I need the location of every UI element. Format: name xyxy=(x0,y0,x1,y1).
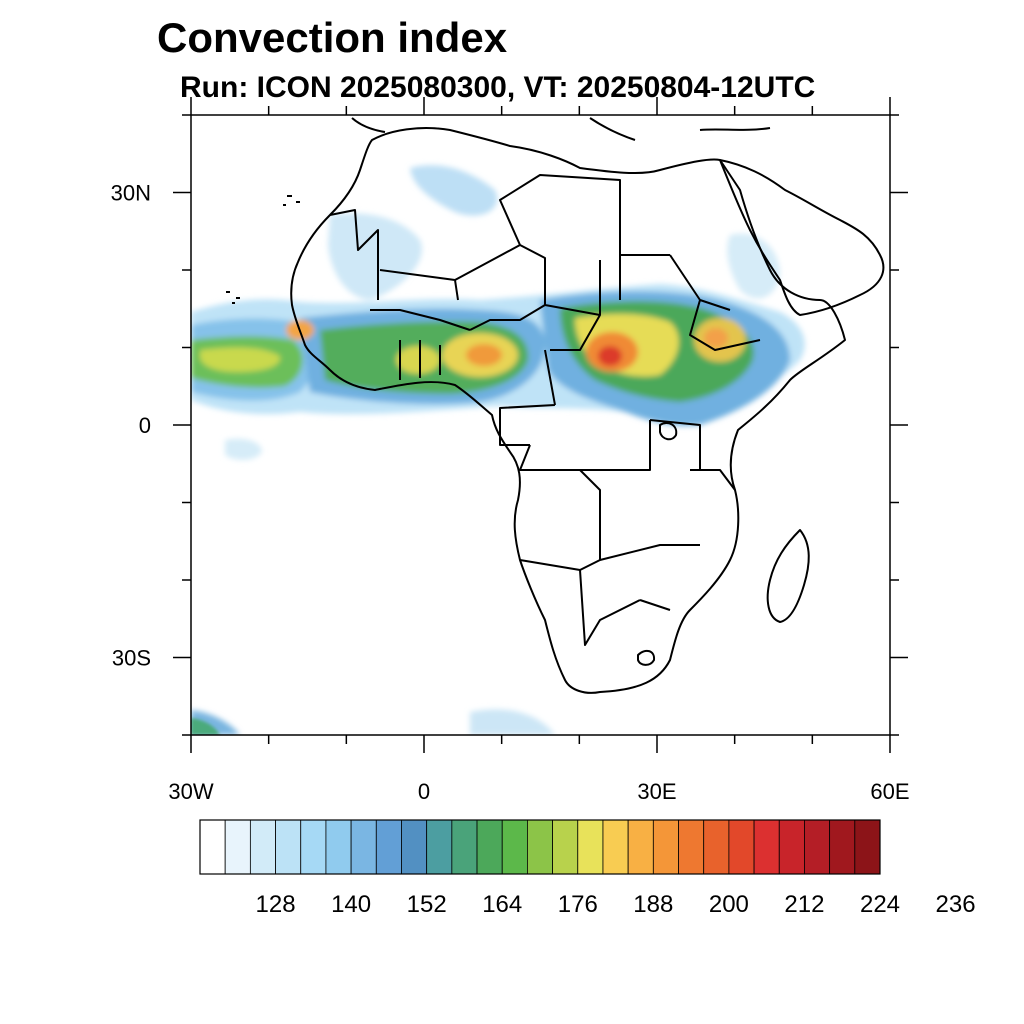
chart-title: Convection index xyxy=(157,14,508,61)
cape-verde xyxy=(226,291,240,304)
colorbar-swatch xyxy=(501,819,528,875)
colorbar-swatch xyxy=(476,819,503,875)
field-atlantic-yellow xyxy=(200,347,281,372)
colorbar-swatch xyxy=(426,819,453,875)
colorbar-label: 236 xyxy=(936,891,976,918)
chart-subtitle: Run: ICON 2025080300, VT: 20250804-12UTC xyxy=(180,71,816,104)
colorbar-swatch xyxy=(854,819,881,875)
coastlines xyxy=(226,117,885,694)
colorbar-swatch xyxy=(224,819,251,875)
colorbar-swatch xyxy=(199,819,226,875)
colorbar-swatch xyxy=(325,819,352,875)
field-sahara-streak xyxy=(328,213,422,300)
colorbar-swatch xyxy=(577,819,604,875)
colorbar-label: 152 xyxy=(407,891,447,918)
field-north-streak xyxy=(410,165,498,216)
colorbar-swatch xyxy=(375,819,402,875)
colorbar-swatch xyxy=(350,819,377,875)
arabia-coastline xyxy=(719,159,885,316)
convection-field xyxy=(191,165,805,735)
colorbar-swatch xyxy=(602,819,629,875)
colorbar xyxy=(199,819,881,875)
lon-tick-label: 30E xyxy=(637,779,676,804)
africa-coastline xyxy=(290,127,846,694)
lon-tick-label: 30W xyxy=(168,779,213,804)
colorbar-label: 164 xyxy=(482,891,522,918)
field-core-ghana xyxy=(396,346,440,374)
europe-coast xyxy=(351,117,771,141)
colorbar-label: 200 xyxy=(709,891,749,918)
colorbar-swatch xyxy=(627,819,654,875)
lat-tick-label: 30S xyxy=(112,646,151,671)
country-borders xyxy=(329,174,761,646)
colorbar-labels: 128 140 152 164 176 188 200 212 224 236 xyxy=(256,891,976,918)
lesotho xyxy=(637,649,656,666)
field-arabia xyxy=(727,233,780,299)
lat-tick-label: 0 xyxy=(139,413,151,438)
canary-islands xyxy=(283,195,300,206)
lat-tick-label: 30N xyxy=(111,181,151,206)
colorbar-swatch xyxy=(778,819,805,875)
colorbar-swatch xyxy=(552,819,579,875)
colorbar-swatch xyxy=(527,819,553,875)
field-sw-green xyxy=(191,718,220,735)
colorbar-swatch xyxy=(249,819,276,875)
colorbar-label: 188 xyxy=(633,891,673,918)
colorbar-swatch xyxy=(652,819,679,875)
field-south-atlantic xyxy=(470,709,555,735)
axis-tick-labels: 30W 0 30E 60E 30N 0 30S xyxy=(111,181,910,805)
field-core-nigeria-inner xyxy=(466,344,502,366)
colorbar-swatch xyxy=(753,819,780,875)
colorbar-swatch xyxy=(451,819,478,875)
map-frame xyxy=(190,114,891,736)
colorbar-label: 140 xyxy=(331,891,371,918)
colorbar-swatch xyxy=(703,819,730,875)
colorbar-swatch xyxy=(401,819,428,875)
field-mid-atlantic xyxy=(225,438,262,460)
colorbar-swatch xyxy=(300,819,327,875)
lon-tick-label: 0 xyxy=(418,779,430,804)
colorbar-label: 224 xyxy=(860,891,900,918)
field-core-ethiopia-inner xyxy=(704,328,728,348)
field-core-central-red xyxy=(598,346,622,366)
madagascar-coastline xyxy=(766,529,810,623)
colorbar-swatch xyxy=(728,819,755,875)
colorbar-label: 212 xyxy=(784,891,824,918)
lon-tick-label: 60E xyxy=(870,779,909,804)
colorbar-swatch xyxy=(804,819,831,875)
axis-ticks xyxy=(173,97,908,753)
colorbar-label: 128 xyxy=(256,891,296,918)
colorbar-swatch xyxy=(275,819,302,875)
colorbar-frame xyxy=(199,819,881,875)
colorbar-swatch xyxy=(829,819,856,875)
colorbar-swatch xyxy=(678,819,705,875)
lake-victoria xyxy=(659,422,678,441)
colorbar-label: 176 xyxy=(558,891,598,918)
